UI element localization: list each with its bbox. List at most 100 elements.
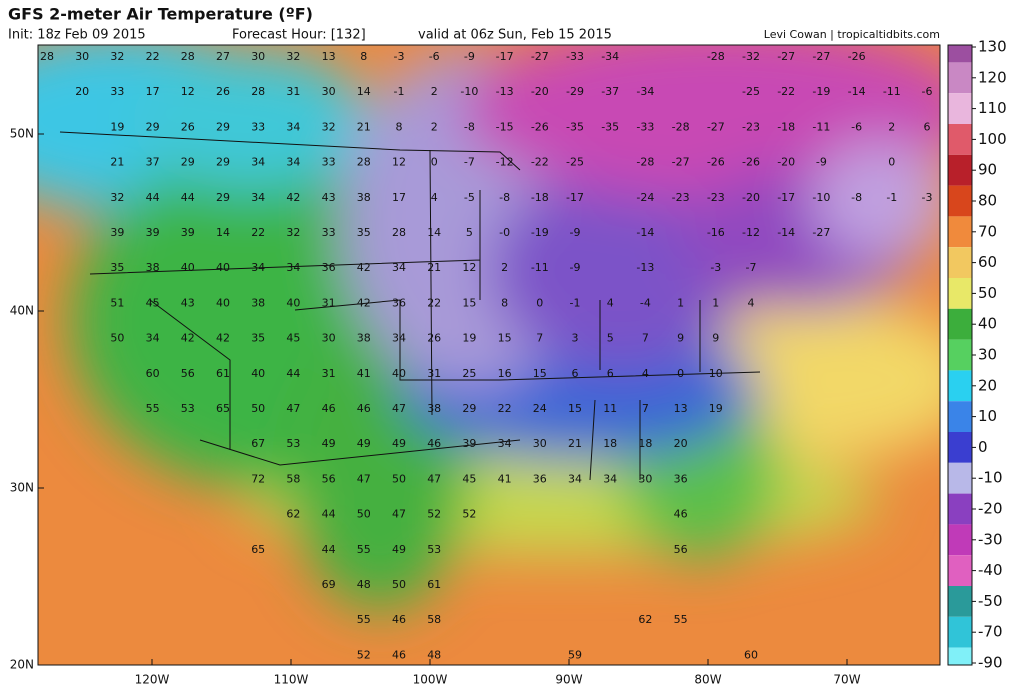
temperature-label: -14 <box>777 226 795 239</box>
colorbar-label: 0 <box>978 438 988 456</box>
colorbar-swatch <box>948 432 972 463</box>
temperature-label: 6 <box>924 120 931 133</box>
temperature-label: 56 <box>181 367 195 380</box>
temperature-label: 34 <box>392 332 406 345</box>
temperature-label: 21 <box>568 437 582 450</box>
temperature-label: 58 <box>286 472 300 485</box>
temperature-label: 34 <box>146 332 160 345</box>
temperature-label: 19 <box>709 402 723 415</box>
temperature-label: 28 <box>251 85 265 98</box>
temperature-label: 52 <box>462 508 476 521</box>
temperature-label: 19 <box>110 120 124 133</box>
temperature-label: 20 <box>75 85 89 98</box>
temperature-label: 34 <box>286 120 300 133</box>
temperature-label: 13 <box>322 50 336 63</box>
temperature-label: 8 <box>501 296 508 309</box>
temperature-label: 15 <box>568 402 582 415</box>
temperature-label: -27 <box>812 226 830 239</box>
colorbar-label: 70 <box>978 222 997 240</box>
temperature-label: 33 <box>251 120 265 133</box>
temperature-label: 45 <box>462 472 476 485</box>
temperature-label: -0 <box>499 226 510 239</box>
temperature-label: 49 <box>392 437 406 450</box>
temperature-label: 50 <box>251 402 265 415</box>
temperature-label: 2 <box>888 120 895 133</box>
colorbar-label: 40 <box>978 315 997 333</box>
temperature-label: 38 <box>251 296 265 309</box>
temperature-label: 49 <box>322 437 336 450</box>
temperature-label: 12 <box>181 85 195 98</box>
temperature-label: 34 <box>251 191 265 204</box>
temperature-label: 14 <box>216 226 230 239</box>
temperature-label: 50 <box>357 508 371 521</box>
temperature-label: 29 <box>216 120 230 133</box>
temperature-label: 33 <box>322 226 336 239</box>
temperature-label: 52 <box>427 508 441 521</box>
temperature-label: 36 <box>392 296 406 309</box>
temperature-label: -28 <box>672 120 690 133</box>
temperature-label: -8 <box>464 120 475 133</box>
temperature-label: 15 <box>498 332 512 345</box>
temperature-label: 51 <box>110 296 124 309</box>
temperature-label: -7 <box>746 261 757 274</box>
temperature-label: 49 <box>392 543 406 556</box>
temperature-label: 38 <box>357 191 371 204</box>
colorbar-label: 50 <box>978 284 997 302</box>
colorbar-swatch <box>948 154 972 186</box>
temperature-label: -20 <box>777 156 795 169</box>
temperature-label: -20 <box>742 191 760 204</box>
init-time: Init: 18z Feb 09 2015 <box>8 28 146 43</box>
temperature-label: 30 <box>533 437 547 450</box>
temperature-label: 13 <box>674 402 688 415</box>
temperature-label: 33 <box>110 85 124 98</box>
temperature-label: 22 <box>146 50 160 63</box>
temperature-label: 47 <box>357 472 371 485</box>
temperature-label: 72 <box>251 472 265 485</box>
temperature-label: -14 <box>636 226 654 239</box>
temperature-label: -27 <box>672 156 690 169</box>
temperature-label: 65 <box>216 402 230 415</box>
temperature-label: -19 <box>531 226 549 239</box>
colorbar-label: 110 <box>978 99 1007 117</box>
temperature-label: 39 <box>181 226 195 239</box>
temperature-label: 7 <box>536 332 543 345</box>
temperature-label: 12 <box>462 261 476 274</box>
temperature-label: -26 <box>531 120 549 133</box>
valid-time: valid at 06z Sun, Feb 15 2015 <box>418 28 612 43</box>
temperature-label: -12 <box>742 226 760 239</box>
temperature-label: -29 <box>566 85 584 98</box>
temperature-label: 12 <box>392 156 406 169</box>
temperature-label: -23 <box>707 191 725 204</box>
temperature-label: 46 <box>392 613 406 626</box>
temperature-label: 4 <box>607 296 614 309</box>
temperature-label: 28 <box>40 50 54 63</box>
temperature-label: -9 <box>816 156 827 169</box>
colorbar-label: -50 <box>978 592 1003 610</box>
temperature-label: 46 <box>357 402 371 415</box>
temperature-label: -25 <box>742 85 760 98</box>
temperature-label: -7 <box>464 156 475 169</box>
temperature-label: 24 <box>533 402 547 415</box>
colorbar-swatch <box>948 185 972 217</box>
colorbar-label: 10 <box>978 407 997 425</box>
value-grid: 28 30 32 22 28 27 30 32 13 8 -3 -6 -9 -17 -27 -33 -34 -28… <box>40 50 932 661</box>
temperature-label: 34 <box>286 261 300 274</box>
temperature-label: -6 <box>429 50 440 63</box>
temperature-label: 40 <box>216 261 230 274</box>
temperature-label: 8 <box>396 120 403 133</box>
temperature-label: -22 <box>531 156 549 169</box>
temperature-label: 65 <box>251 543 265 556</box>
temperature-label: -1 <box>394 85 405 98</box>
temperature-field <box>38 45 940 665</box>
temperature-label: -37 <box>601 85 619 98</box>
temperature-label: -23 <box>742 120 760 133</box>
temperature-label: 6 <box>572 367 579 380</box>
temperature-label: 4 <box>642 367 649 380</box>
temperature-label: -11 <box>812 120 830 133</box>
temperature-label: 42 <box>286 191 300 204</box>
temperature-label: 32 <box>110 191 124 204</box>
temperature-label: 50 <box>392 472 406 485</box>
temperature-label: 34 <box>498 437 512 450</box>
